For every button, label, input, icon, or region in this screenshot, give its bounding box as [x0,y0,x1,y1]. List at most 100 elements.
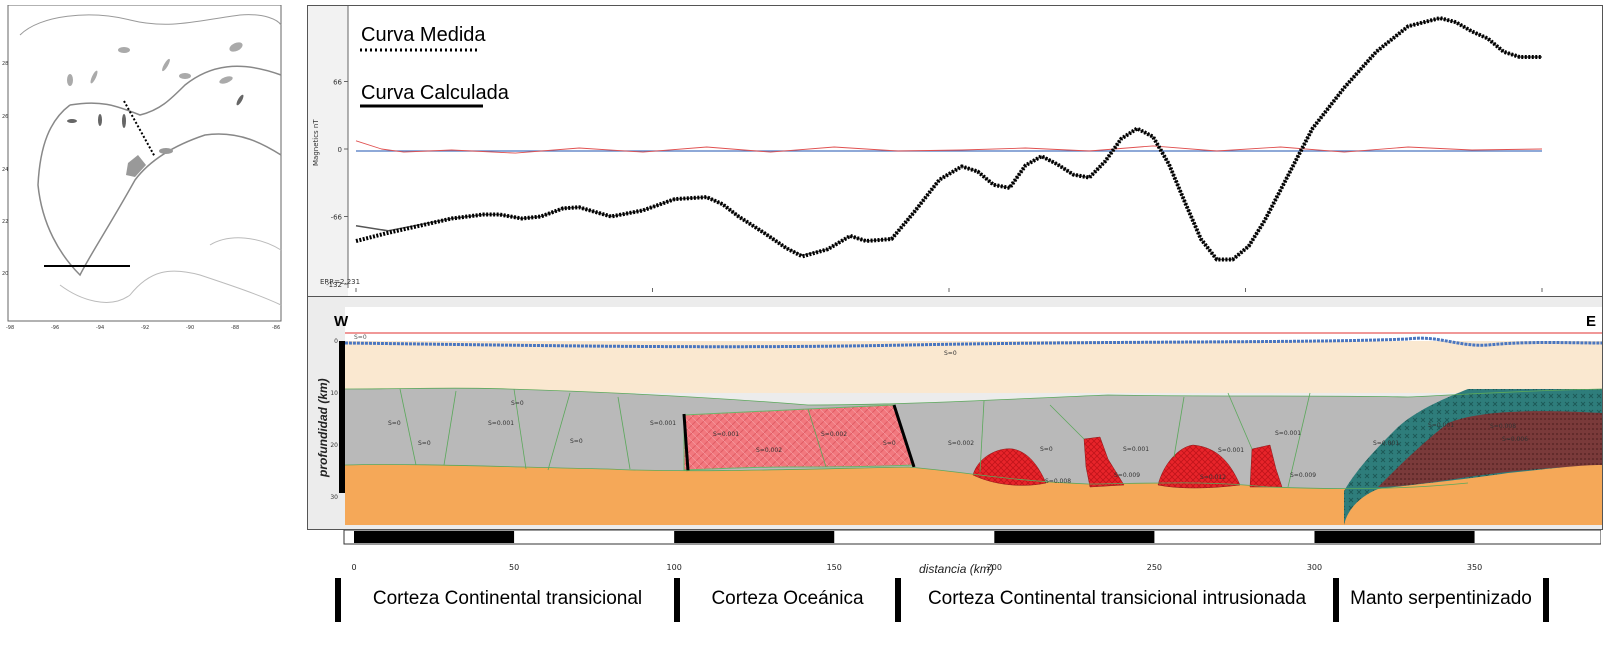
susceptibility-label: S=0.002 [948,440,974,447]
map-x-ticks: -98 -96 -94 -92 -90 -88 -86 [6,325,280,331]
location-map: 28 26 24 22 20 -98 -96 -94 -92 -90 -88 -… [0,5,288,335]
susceptibility-labels: S=0 S=0 S=0 S=0.001 S=0 S=0.001 S=0.001 S=0.002… [388,350,1528,485]
scale-tick-label: 250 [1147,563,1162,572]
east-label: E [1586,313,1596,330]
geo-y-axis-band [308,297,345,529]
salt-patch [98,114,102,126]
section-divider [895,578,901,622]
map-ytick: 26 [2,114,8,120]
salt-patch [179,73,191,79]
mantle-layer [345,464,1602,525]
intrusion-body [1249,444,1283,488]
section-divider [1333,578,1339,622]
mag-series-group [355,16,1543,262]
series-curva-calculada [355,17,1542,261]
map-xtick: -88 [231,325,239,331]
scale-tick-label: 300 [1307,563,1322,572]
oceanic-boundary-east [892,404,916,468]
mag-y-label: Magnetics nT [312,119,320,166]
susceptibility-label: S=0.008 [1045,478,1071,485]
yucatan-coast [209,237,282,251]
scale-tick-label: 100 [667,563,682,572]
susceptibility-label: S=0.001 [1123,446,1149,453]
map-svg: 28 26 24 22 20 -98 -96 -94 -92 -90 -88 -… [2,5,282,331]
section-label: Corteza Oceánica [711,588,864,609]
susceptibility-label: S=0.009 [1114,472,1140,479]
map-ytick: 22 [2,219,8,225]
salt-patch [118,47,130,53]
scale-and-sections: 0 50 100 150 200 250 300 350 distancia (km) Cor… [307,530,1601,662]
susceptibility-label: S=0.001 [1373,440,1399,447]
scale-ticks: 0 50 100 150 200 250 300 350 [351,563,1482,572]
oceanic-crust [683,404,915,471]
scale-tick-label: 50 [509,563,519,572]
susceptibility-label: S=0.001 [713,431,739,438]
susceptibility-label: S=0.009 [1290,472,1316,479]
sediment-layer [345,341,1602,393]
susceptibility-label: S=0.001 [1218,447,1244,454]
scale-tick-label: 350 [1467,563,1482,572]
mag-y-axis-band [308,6,348,296]
section-label: Corteza Continental transicional [372,588,643,609]
map-xtick: -94 [96,325,104,331]
legend-measured-label: Curva Medida [361,24,486,46]
distance-scale: 0 50 100 150 200 250 300 350 distancia (km) [335,530,1601,622]
geo-ytick-label: 30 [330,494,338,501]
scale-tick-label: 0 [351,563,356,572]
series-error [355,140,1543,154]
mag-error-label: ERR=2.231 [320,278,360,286]
oceanic-boundary-west [682,413,690,472]
susceptibility-label: S=0.001 [488,420,514,427]
susceptibility-label: S=0.001 [1428,422,1454,429]
scale-x-label: distancia (km) [919,562,994,576]
mag-ytick-label: -66 [331,214,343,222]
series-curva-medida [355,16,1542,262]
geo-ytick-label: 20 [330,442,338,449]
sea-floor [344,336,1602,349]
mag-ytick-label: -132 [326,281,342,289]
mag-x-ticks: 093186279372 [355,288,1543,292]
section-label: Manto serpentinizado [1350,588,1532,609]
north-coast [19,14,282,36]
salt-patch [122,114,126,128]
salt-patch [90,70,98,84]
susceptibility-label: S=0.012 [1200,474,1226,481]
susceptibility-label: S=0 [570,438,583,445]
magnetic-profile-panel: Magnetics nT 66 0 -66 -132 093186279372 ERR… [307,5,1603,297]
susceptibility-label: S=0 [944,350,957,357]
map-xtick: -98 [6,325,14,331]
legend-calculated-label: Curva Calculada [361,82,509,104]
salt-patch [162,58,170,72]
scale-tick-label: 200 [987,563,1002,572]
scale-tick-label: 150 [827,563,842,572]
model-polygon-edges [344,387,1602,490]
salt-patch [219,76,233,84]
west-label: W [334,313,349,330]
scale-block [674,531,835,543]
intrusion-body [1083,436,1125,488]
section-divider [1543,578,1549,622]
mantle-right [1344,465,1602,525]
scale-blocks [354,531,1475,543]
susceptibility-label: S=0 [511,400,524,407]
basin-south-edge [37,104,282,277]
map-ytick: 28 [2,61,8,67]
map-xtick: -92 [141,325,149,331]
scale-bar-frame [343,530,1601,545]
salt-patch [126,155,146,177]
susceptibility-label: S=0 [418,440,431,447]
section-divider [674,578,680,622]
mag-ytick-label: 0 [338,146,342,154]
susceptibility-label: S=0.008 [1490,423,1516,430]
susceptibility-label: S=0.001 [650,420,676,427]
geo-ytick-label: 0 [334,338,338,345]
geological-section-panel: 0 10 20 30 profundidad (km) W E S=0 S=0 S=0 S… [307,296,1603,530]
section-divider [335,578,341,622]
susceptibility-label: S=0.002 [756,447,782,454]
magnetic-profile-line [123,100,156,158]
susceptibility-label: S=0.002 [821,431,847,438]
south-coast [59,270,282,306]
salt-patch [67,119,77,123]
susceptibility-label: S=0.006 [1502,436,1528,443]
